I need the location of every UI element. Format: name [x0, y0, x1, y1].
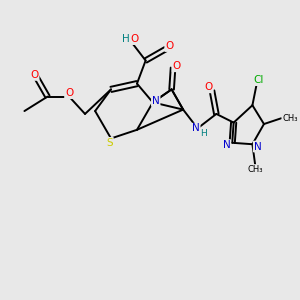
Text: N: N	[152, 96, 160, 106]
Text: Cl: Cl	[253, 75, 263, 85]
Text: O: O	[165, 41, 173, 51]
Text: O: O	[204, 82, 213, 92]
Text: O: O	[172, 61, 181, 71]
Text: O: O	[65, 88, 73, 98]
Text: N: N	[223, 140, 230, 150]
Text: N: N	[254, 142, 262, 152]
Text: S: S	[106, 138, 113, 148]
Text: O: O	[30, 70, 39, 80]
Text: H: H	[122, 34, 130, 44]
Text: N: N	[192, 123, 200, 134]
Text: O: O	[130, 34, 139, 44]
Text: CH₃: CH₃	[282, 114, 298, 123]
Text: CH₃: CH₃	[248, 165, 263, 174]
Text: H: H	[201, 129, 207, 138]
